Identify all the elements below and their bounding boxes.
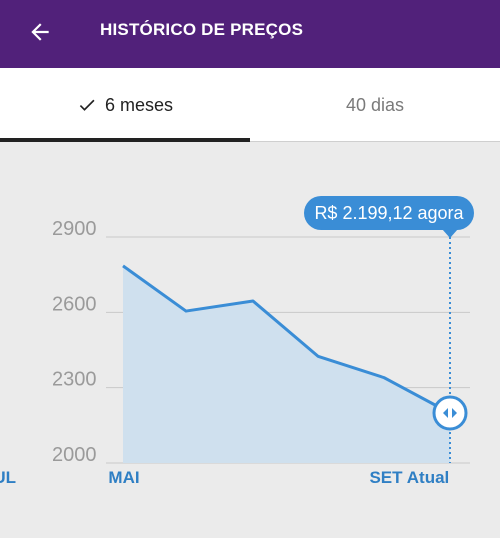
chevron-right-icon — [452, 407, 457, 418]
x-tick-label: MAI — [108, 468, 139, 487]
page-title: HISTÓRICO DE PREÇOS — [100, 20, 304, 39]
y-tick-label: 2300 — [52, 369, 97, 391]
tooltip-text: R$ 2.199,12 agora — [314, 203, 464, 223]
x-tick-label: Atual — [407, 468, 450, 487]
tab-divider — [250, 141, 500, 142]
tab-label: 40 dias — [345, 94, 405, 115]
chevron-left-icon — [443, 407, 448, 418]
tab-6-meses[interactable]: 6 meses — [0, 68, 250, 142]
series-line — [122, 264, 451, 415]
y-tick-label: 2600 — [52, 293, 97, 315]
tooltip-bubble — [304, 196, 474, 230]
drag-handle[interactable] — [432, 395, 468, 431]
arrow-left-icon — [31, 23, 49, 41]
check-icon — [77, 95, 97, 115]
y-tick-label: 2900 — [52, 218, 97, 240]
y-tick-label: 2000 — [52, 444, 97, 466]
period-tabs: 6 meses 40 dias — [0, 68, 500, 142]
active-tab-indicator — [0, 138, 250, 142]
app-header: HISTÓRICO DE PREÇOS — [0, 0, 500, 68]
tab-40-dias[interactable]: 40 dias — [250, 68, 500, 142]
tooltip-pointer — [442, 229, 458, 238]
x-tick-label: JUL — [0, 468, 16, 487]
series-area — [123, 265, 450, 463]
back-button[interactable] — [24, 16, 56, 48]
x-tick-label: SET — [369, 468, 403, 487]
tab-label: 6 meses — [104, 94, 174, 115]
